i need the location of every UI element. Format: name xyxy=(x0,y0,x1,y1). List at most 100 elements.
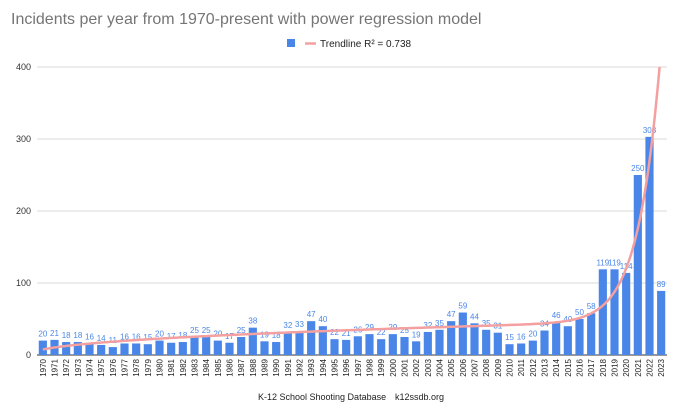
data-label: 20 xyxy=(155,330,164,339)
gridlines xyxy=(37,66,667,356)
x-tick-label: 1990 xyxy=(272,358,281,376)
x-tick-label: 1973 xyxy=(74,358,83,376)
x-tick-label: 2009 xyxy=(494,358,503,376)
x-tick-label: 2018 xyxy=(599,358,608,376)
data-label: 16 xyxy=(120,332,129,341)
bar xyxy=(563,326,572,355)
x-tick-label: 2002 xyxy=(412,358,421,376)
x-tick-label: 1978 xyxy=(132,358,141,376)
x-tick-label: 1974 xyxy=(86,358,95,376)
y-tick-label: 100 xyxy=(16,278,31,288)
bar xyxy=(540,330,549,355)
bar xyxy=(587,313,596,355)
x-tick-label: 1983 xyxy=(191,358,200,376)
x-tick-label: 2022 xyxy=(646,358,655,376)
data-label: 16 xyxy=(517,332,526,341)
x-tick-label: 2012 xyxy=(529,358,538,376)
data-label: 18 xyxy=(178,331,187,340)
bar xyxy=(318,326,327,355)
bar xyxy=(272,342,281,355)
bar xyxy=(470,323,479,355)
x-tick-label: 2019 xyxy=(611,358,620,376)
data-label: 38 xyxy=(248,317,257,326)
x-tick-label: 1991 xyxy=(284,358,293,376)
data-label: 22 xyxy=(330,328,339,337)
bar xyxy=(97,344,106,355)
bar xyxy=(552,321,561,355)
data-label: 35 xyxy=(435,319,444,328)
bar xyxy=(108,347,117,355)
data-label: 20 xyxy=(213,330,222,339)
bar xyxy=(458,312,467,355)
x-tick-label: 2000 xyxy=(389,358,398,376)
x-tick-label: 2007 xyxy=(471,358,480,376)
data-label: 119 xyxy=(608,258,621,267)
bar xyxy=(38,340,47,355)
y-tick-label: 0 xyxy=(26,350,31,360)
data-label: 32 xyxy=(283,321,292,330)
x-tick-label: 1981 xyxy=(167,358,176,376)
data-label: 59 xyxy=(458,302,467,311)
data-label: 29 xyxy=(365,323,374,332)
x-tick-label: 2021 xyxy=(634,358,643,376)
data-label: 19 xyxy=(260,330,269,339)
bar xyxy=(330,339,339,355)
data-label: 250 xyxy=(631,164,645,173)
bar xyxy=(248,327,257,355)
x-tick-label: 1992 xyxy=(296,358,305,376)
bar xyxy=(505,344,514,355)
bar xyxy=(178,342,187,355)
x-tick-label: 2020 xyxy=(622,358,631,376)
x-tick-label: 2004 xyxy=(436,358,445,376)
data-label: 18 xyxy=(62,331,71,340)
bar xyxy=(353,336,362,355)
data-label: 40 xyxy=(318,315,327,324)
legend-bar-swatch xyxy=(287,39,295,47)
data-label: 16 xyxy=(132,332,141,341)
x-tick-label: 2013 xyxy=(541,358,550,376)
data-label: 17 xyxy=(167,332,176,341)
data-label: 25 xyxy=(202,326,211,335)
footer-site: k12ssdb.org xyxy=(395,392,444,402)
x-tick-label: 1982 xyxy=(179,358,188,376)
footer: K-12 School Shooting Database k12ssdb.or… xyxy=(258,392,444,402)
bar xyxy=(610,269,619,355)
x-tick-label: 2023 xyxy=(657,358,666,376)
data-label: 19 xyxy=(412,330,421,339)
data-label: 18 xyxy=(73,331,82,340)
x-tick-label: 2003 xyxy=(424,358,433,376)
bar xyxy=(283,331,292,355)
bar xyxy=(388,334,397,355)
bar xyxy=(202,337,211,355)
bar xyxy=(190,337,199,355)
bar xyxy=(213,340,222,355)
x-tick-label: 1989 xyxy=(261,358,270,376)
legend: Trendline R² = 0.738 xyxy=(287,39,412,50)
bar xyxy=(528,340,537,355)
x-tick-label: 1995 xyxy=(331,358,340,376)
bar xyxy=(657,290,666,355)
bar xyxy=(598,269,607,355)
data-label: 119 xyxy=(596,258,609,267)
bar xyxy=(575,319,584,355)
data-label: 47 xyxy=(447,310,456,319)
trendline xyxy=(42,66,661,351)
x-tick-label: 1975 xyxy=(97,358,106,376)
bar xyxy=(132,343,141,355)
trendline-curve xyxy=(42,66,661,351)
x-tick-label: 2014 xyxy=(552,358,561,376)
data-label: 18 xyxy=(272,331,281,340)
x-tick-label: 1987 xyxy=(237,358,246,376)
x-tick-label: 1986 xyxy=(226,358,235,376)
bar xyxy=(237,337,246,355)
x-tick-label: 1971 xyxy=(51,358,60,376)
x-tick-label: 1996 xyxy=(342,358,351,376)
x-tick-label: 1977 xyxy=(121,358,130,376)
bar xyxy=(423,331,432,355)
data-label: 25 xyxy=(190,326,199,335)
bar xyxy=(493,332,502,355)
x-tick-label: 1984 xyxy=(202,358,211,376)
bar xyxy=(365,334,374,355)
data-label: 20 xyxy=(38,330,47,339)
